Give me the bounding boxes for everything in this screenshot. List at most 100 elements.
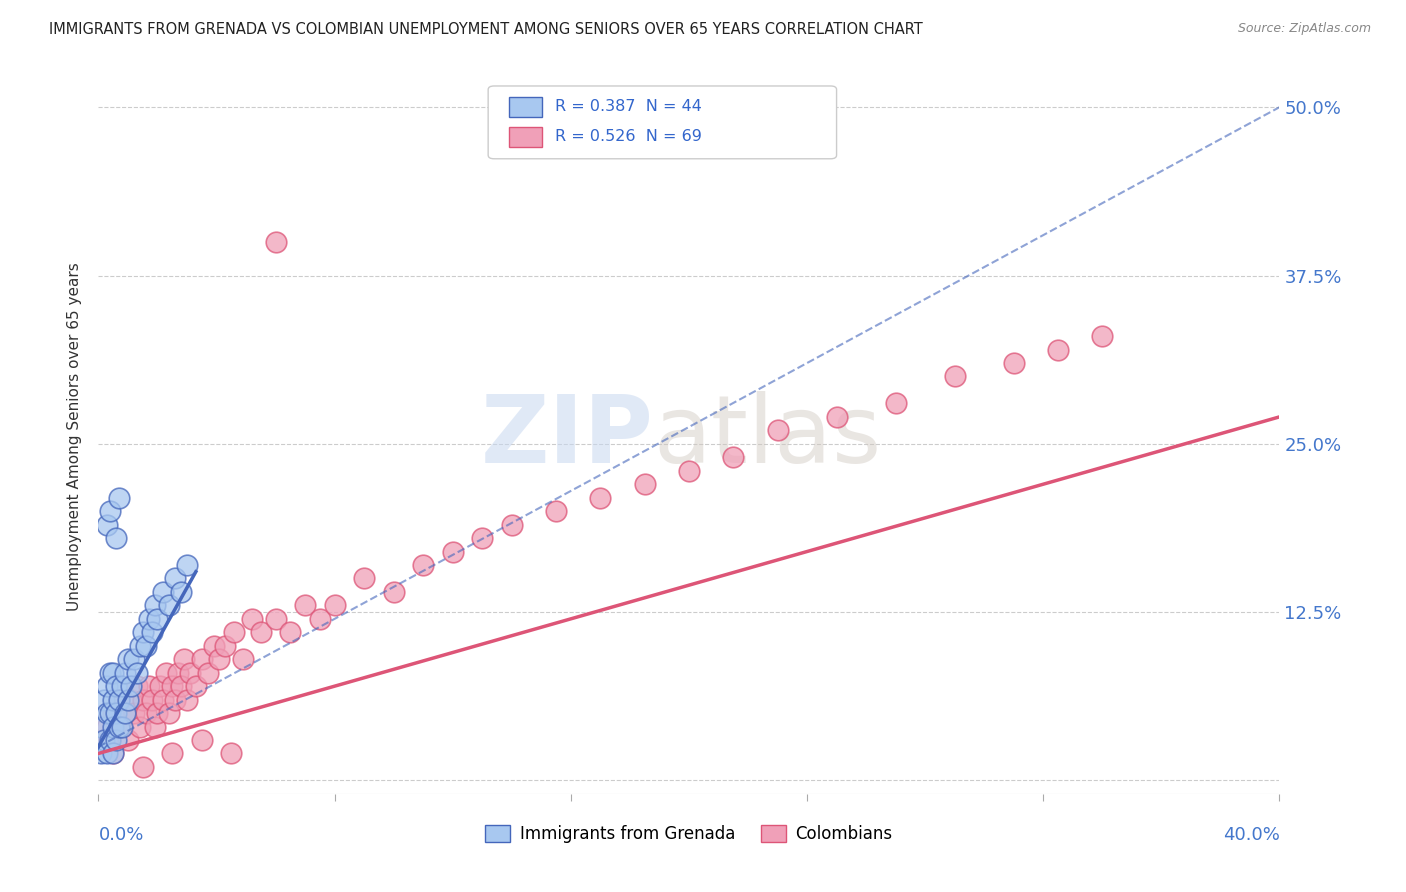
Point [105, 531, 128, 545]
Point [132, 760, 155, 774]
Point [162, 747, 183, 761]
Point [167, 665, 190, 680]
Point [135, 706, 157, 720]
Point [766, 423, 789, 437]
Point [382, 585, 405, 599]
Point [173, 652, 195, 666]
Point [105, 706, 128, 720]
Point [219, 747, 242, 761]
Point [294, 599, 316, 613]
Point [589, 491, 612, 505]
Point [155, 665, 177, 680]
Point [884, 396, 907, 410]
Point [1002, 356, 1025, 370]
Point [132, 692, 155, 706]
Point [98, 504, 121, 518]
Text: Source: ZipAtlas.com: Source: ZipAtlas.com [1237, 22, 1371, 36]
Point [103, 720, 125, 734]
Point [146, 612, 169, 626]
Point [264, 612, 287, 626]
Point [141, 692, 163, 706]
FancyBboxPatch shape [509, 127, 543, 146]
Text: R = 0.387  N = 44: R = 0.387 N = 44 [555, 99, 703, 114]
Point [128, 639, 150, 653]
Point [114, 706, 136, 720]
Point [165, 571, 187, 585]
Point [105, 679, 128, 693]
Point [412, 558, 434, 572]
Point [125, 665, 148, 680]
Point [208, 652, 231, 666]
Point [90, 720, 112, 734]
Point [1046, 343, 1069, 357]
Point [108, 720, 131, 734]
Point [114, 665, 136, 680]
Point [90, 747, 112, 761]
Point [278, 625, 302, 640]
Point [98, 733, 121, 747]
Point [214, 639, 236, 653]
Point [128, 720, 150, 734]
Text: IMMIGRANTS FROM GRENADA VS COLOMBIAN UNEMPLOYMENT AMONG SENIORS OVER 65 YEARS CO: IMMIGRANTS FROM GRENADA VS COLOMBIAN UNE… [49, 22, 922, 37]
Point [143, 720, 166, 734]
Point [103, 665, 125, 680]
Point [143, 599, 166, 613]
Point [943, 369, 966, 384]
Point [250, 625, 273, 640]
Point [323, 599, 346, 613]
Point [122, 706, 145, 720]
Point [111, 720, 134, 734]
Point [105, 733, 128, 747]
Point [264, 235, 287, 249]
Point [103, 747, 125, 761]
Text: atlas: atlas [654, 391, 882, 483]
FancyBboxPatch shape [488, 86, 837, 159]
Point [98, 733, 121, 747]
Point [117, 733, 139, 747]
Point [546, 504, 568, 518]
Legend: Immigrants from Grenada, Colombians: Immigrants from Grenada, Colombians [478, 818, 900, 850]
Point [176, 558, 198, 572]
Point [157, 599, 180, 613]
Point [135, 639, 157, 653]
Point [825, 409, 848, 424]
Text: 0.0%: 0.0% [98, 826, 143, 844]
Point [117, 692, 139, 706]
Text: ZIP: ZIP [481, 391, 654, 483]
Point [108, 491, 131, 505]
Point [633, 477, 655, 491]
Point [122, 652, 145, 666]
Point [202, 639, 225, 653]
Point [117, 652, 139, 666]
Point [98, 665, 121, 680]
Point [191, 652, 214, 666]
Point [120, 692, 142, 706]
Point [98, 706, 121, 720]
Point [179, 665, 201, 680]
Point [96, 679, 118, 693]
Point [93, 733, 115, 747]
FancyBboxPatch shape [509, 96, 543, 117]
Point [501, 517, 523, 532]
Text: R = 0.526  N = 69: R = 0.526 N = 69 [555, 129, 703, 145]
Point [96, 720, 118, 734]
Point [723, 450, 745, 465]
Point [103, 692, 125, 706]
Point [96, 747, 118, 761]
Point [309, 612, 332, 626]
Point [108, 692, 131, 706]
Point [152, 585, 174, 599]
Point [191, 733, 214, 747]
Point [678, 464, 700, 478]
Point [125, 679, 148, 693]
Point [111, 679, 134, 693]
Point [197, 665, 219, 680]
Point [146, 706, 169, 720]
Point [103, 706, 125, 720]
Point [138, 612, 160, 626]
Y-axis label: Unemployment Among Seniors over 65 years: Unemployment Among Seniors over 65 years [67, 263, 83, 611]
Point [170, 679, 193, 693]
Point [224, 625, 246, 640]
Point [96, 517, 118, 532]
Point [162, 679, 183, 693]
